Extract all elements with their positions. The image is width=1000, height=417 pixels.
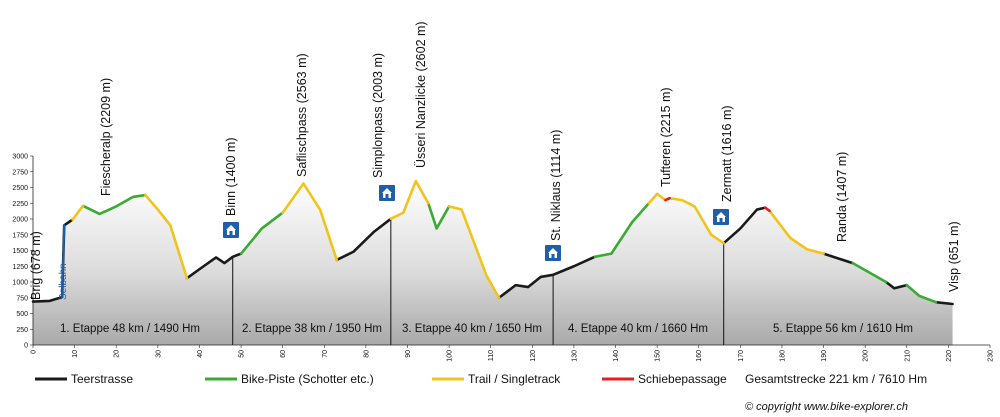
x-tick-label: 10 bbox=[72, 350, 79, 358]
place-label: Randa (1407 m) bbox=[835, 152, 849, 242]
profile-line bbox=[61, 224, 66, 299]
x-tick-label: 140 bbox=[613, 350, 620, 362]
place-label: Brig (678 m) bbox=[29, 231, 43, 300]
cable-car-label: Selbahn bbox=[58, 263, 69, 300]
hut-house bbox=[226, 225, 236, 235]
hut-icon bbox=[713, 209, 729, 225]
place-label: Visp (651 m) bbox=[947, 221, 961, 292]
x-tick-label: 210 bbox=[904, 350, 911, 362]
stage-label: 5. Etappe 56 km / 1610 Hm bbox=[773, 323, 913, 335]
y-tick-label: 0 bbox=[24, 343, 28, 350]
copyright: © copyright www.bike-explorer.ch bbox=[745, 401, 908, 413]
hut-house bbox=[716, 212, 726, 222]
x-tick-label: 90 bbox=[405, 350, 412, 358]
stage-label: 1. Etappe 48 km / 1490 Hm bbox=[60, 323, 200, 335]
x-tick-label: 80 bbox=[363, 350, 370, 358]
y-tick-label: 2000 bbox=[12, 217, 28, 224]
hut-door bbox=[719, 218, 723, 222]
hut-icon bbox=[223, 222, 239, 238]
y-tick-label: 500 bbox=[16, 311, 28, 318]
hut-door bbox=[229, 231, 233, 235]
x-tick-label: 220 bbox=[946, 350, 953, 362]
x-tick-label: 40 bbox=[197, 350, 204, 358]
hut-icon bbox=[379, 185, 395, 201]
y-tick-label: 1500 bbox=[12, 248, 28, 255]
profile-line bbox=[664, 196, 771, 213]
hut-house bbox=[382, 188, 392, 198]
x-tick-label: 170 bbox=[738, 350, 745, 362]
x-tick-label: 200 bbox=[863, 350, 870, 362]
x-tick-label: 50 bbox=[239, 350, 246, 358]
stage-label: 4. Etappe 40 km / 1660 Hm bbox=[568, 323, 708, 335]
x-tick-label: 20 bbox=[114, 350, 121, 358]
profile-line bbox=[81, 193, 938, 304]
hut-door bbox=[551, 254, 555, 258]
hut-house bbox=[548, 248, 558, 258]
x-tick-label: 0 bbox=[31, 350, 38, 354]
x-tick-label: 180 bbox=[779, 350, 786, 362]
x-tick-label: 120 bbox=[530, 350, 537, 362]
x-tick-label: 110 bbox=[488, 350, 495, 361]
profile-fill bbox=[33, 181, 953, 345]
x-tick-label: 70 bbox=[322, 350, 329, 358]
legend-label: Teerstrasse bbox=[71, 372, 133, 386]
stage-label: 3. Etappe 40 km / 1650 Hm bbox=[402, 323, 542, 335]
profile-line bbox=[71, 179, 825, 300]
legend-label: Trail / Singletrack bbox=[468, 372, 561, 386]
hut-door bbox=[385, 194, 389, 198]
place-label: Zermatt (1616 m) bbox=[720, 105, 734, 202]
y-tick-label: 1750 bbox=[12, 232, 28, 239]
x-tick-label: 130 bbox=[571, 350, 578, 362]
place-label: Binn (1400 m) bbox=[224, 137, 238, 216]
y-tick-label: 3000 bbox=[12, 154, 28, 161]
total-summary: Gesamtstrecke 221 km / 7610 Hm bbox=[745, 372, 927, 386]
y-tick-label: 2500 bbox=[12, 185, 28, 192]
x-tick-label: 30 bbox=[155, 350, 162, 358]
y-tick-label: 2750 bbox=[12, 169, 28, 176]
x-tick-label: 190 bbox=[821, 350, 828, 362]
y-tick-label: 2250 bbox=[12, 201, 28, 208]
hut-icon bbox=[545, 245, 561, 261]
y-tick-label: 750 bbox=[16, 295, 28, 302]
y-tick-label: 250 bbox=[16, 327, 28, 334]
x-tick-label: 160 bbox=[696, 350, 703, 362]
x-tick-label: 150 bbox=[655, 350, 662, 362]
y-tick-label: 1000 bbox=[12, 280, 28, 287]
place-label: Simplonpass (2003 m) bbox=[371, 53, 385, 178]
x-tick-label: 60 bbox=[280, 350, 287, 358]
x-tick-label: 100 bbox=[447, 350, 454, 362]
place-label: Saflischpass (2563 m) bbox=[295, 53, 309, 177]
legend-label: Schiebepassage bbox=[638, 372, 727, 386]
place-label: Fiescheralp (2209 m) bbox=[99, 78, 113, 196]
legend-label: Bike-Piste (Schotter etc.) bbox=[241, 372, 374, 386]
y-tick-label: 1250 bbox=[12, 264, 28, 271]
place-label: St. Niklaus (1114 m) bbox=[549, 130, 563, 241]
x-tick-label: 230 bbox=[988, 350, 995, 362]
stage-label: 2. Etappe 38 km / 1950 Hm bbox=[242, 323, 382, 335]
place-label: Tufteren (2215 m) bbox=[659, 87, 673, 187]
place-label: Üsseri Nanzlicke (2602 m) bbox=[414, 21, 428, 168]
